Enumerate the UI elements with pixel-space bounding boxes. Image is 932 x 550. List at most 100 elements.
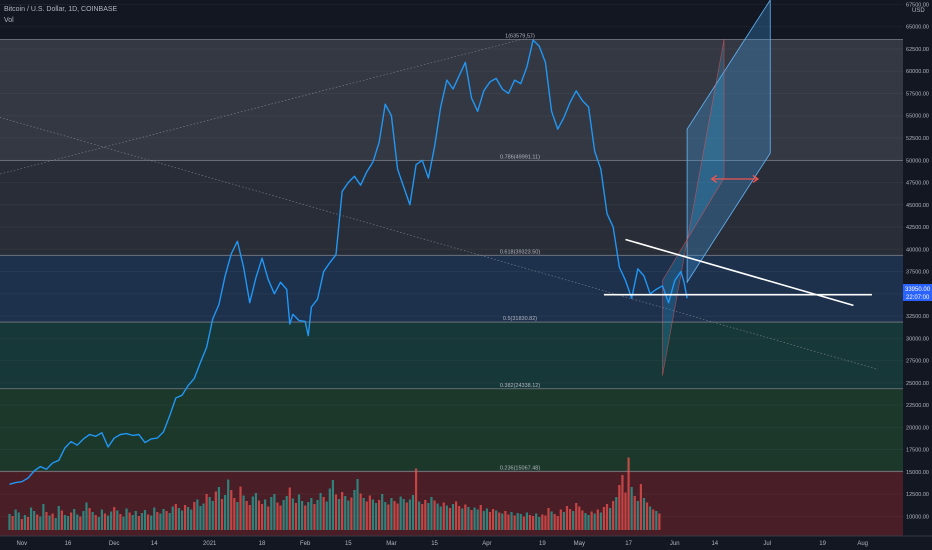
volume-bar — [479, 505, 482, 530]
price-tick-label: 65000.00 — [906, 25, 929, 31]
volume-bar — [344, 496, 347, 530]
volume-bar — [177, 508, 180, 530]
time-tick-label: 17 — [625, 541, 632, 547]
price-tick-label: 22500.00 — [906, 403, 929, 409]
fib-level-label: 0.236(15067.48) — [500, 465, 541, 471]
time-tick-label: 15 — [431, 541, 438, 547]
volume-bar — [137, 516, 140, 530]
price-tick-label: 10000.00 — [906, 514, 929, 520]
volume-bar — [584, 513, 587, 530]
volume-bar — [390, 498, 393, 530]
volume-bar — [393, 501, 396, 530]
volume-bar — [495, 510, 498, 530]
volume-bar — [36, 514, 39, 530]
time-tick-label: 16 — [65, 541, 72, 547]
volume-bar — [504, 511, 507, 530]
volume-bar — [106, 515, 110, 530]
fib-band — [0, 39, 903, 161]
volume-bar — [522, 516, 525, 530]
volume-bar — [313, 504, 316, 530]
volume-bar — [636, 501, 639, 530]
volume-bar — [353, 490, 356, 530]
volume-bar — [448, 508, 452, 530]
chart-legend: Bitcoin / U.S. Dollar, 1D, COINBASE Vol — [4, 4, 117, 26]
time-tick-label: 15 — [345, 541, 352, 547]
volume-bar — [190, 509, 193, 530]
volume-bar — [100, 509, 103, 530]
last-price-value: 33950.00 — [905, 287, 931, 293]
fib-level-label: 0.618(39323.50) — [500, 249, 541, 255]
volume-bar — [347, 500, 350, 530]
volume-bar — [276, 502, 279, 530]
volume-bar — [658, 513, 661, 530]
volume-bar — [528, 515, 532, 530]
price-axis-area — [903, 0, 932, 550]
measure-arrow-head-left — [710, 174, 718, 183]
volume-bar — [414, 468, 418, 530]
time-tick-label: Jun — [670, 541, 680, 547]
volume-bar — [48, 515, 51, 530]
volume-bar — [575, 503, 578, 530]
fib-band — [0, 388, 903, 472]
volume-bar — [421, 504, 424, 530]
volume-bar — [387, 504, 390, 530]
volume-bar — [134, 511, 137, 530]
volume-bar — [350, 497, 353, 530]
volume-bar — [458, 506, 461, 530]
volume-bar — [143, 510, 147, 530]
volume-bar — [211, 501, 214, 530]
fib-band-top — [0, 0, 903, 40]
volume-bar — [525, 512, 529, 530]
volume-bar — [220, 499, 224, 530]
volume-bar — [174, 504, 177, 530]
volume-bar — [550, 511, 553, 530]
fib-level-label: 1(63579.57) — [505, 33, 535, 39]
volume-bar — [205, 494, 208, 530]
projection-channel-outer — [686, 0, 771, 284]
volume-bar — [187, 507, 190, 530]
volume-bar — [618, 485, 621, 530]
volume-bar — [60, 510, 63, 530]
volume-bar — [196, 499, 199, 530]
volume-bar — [436, 503, 439, 530]
fib-level-label: 0.786(49991.11) — [500, 154, 540, 160]
volume-bar — [45, 512, 48, 530]
time-tick-label: Jul — [763, 541, 771, 547]
volume-bar — [541, 514, 544, 530]
volume-bar — [491, 509, 495, 530]
volume-bar — [639, 484, 642, 530]
volume-bar — [208, 497, 211, 530]
volume-bar — [556, 516, 559, 530]
volume-bar — [565, 506, 569, 530]
volume-bar — [288, 487, 291, 530]
volume-bar — [88, 508, 91, 530]
volume-bar — [627, 457, 630, 530]
price-tick-label: 60000.00 — [906, 69, 929, 75]
volume-bar — [430, 497, 433, 530]
volume-bar — [180, 510, 184, 530]
volume-bar — [322, 497, 325, 530]
volume-bar — [319, 493, 322, 530]
volume-bar — [310, 498, 313, 530]
volume-bar — [103, 513, 107, 530]
volume-bar — [642, 498, 646, 530]
volume-bar — [8, 514, 11, 530]
volume-bar — [532, 516, 535, 530]
volume-bar — [455, 501, 458, 530]
volume-bar — [374, 503, 378, 530]
volume-bar — [359, 493, 362, 530]
price-tick-label: 30000.00 — [906, 336, 929, 342]
volume-bar — [467, 507, 470, 530]
volume-bar — [128, 512, 131, 530]
volume-bar — [183, 505, 187, 530]
symbol-title: Bitcoin / U.S. Dollar, 1D, COINBASE — [4, 6, 118, 13]
volume-bar — [609, 508, 612, 530]
volume-bar — [411, 495, 415, 530]
volume-bar — [645, 502, 649, 530]
volume-bar — [535, 513, 538, 530]
volume-bar — [381, 494, 384, 530]
time-tick-label: 2021 — [203, 541, 217, 547]
volume-bar — [334, 494, 338, 530]
volume-bar — [649, 506, 652, 530]
